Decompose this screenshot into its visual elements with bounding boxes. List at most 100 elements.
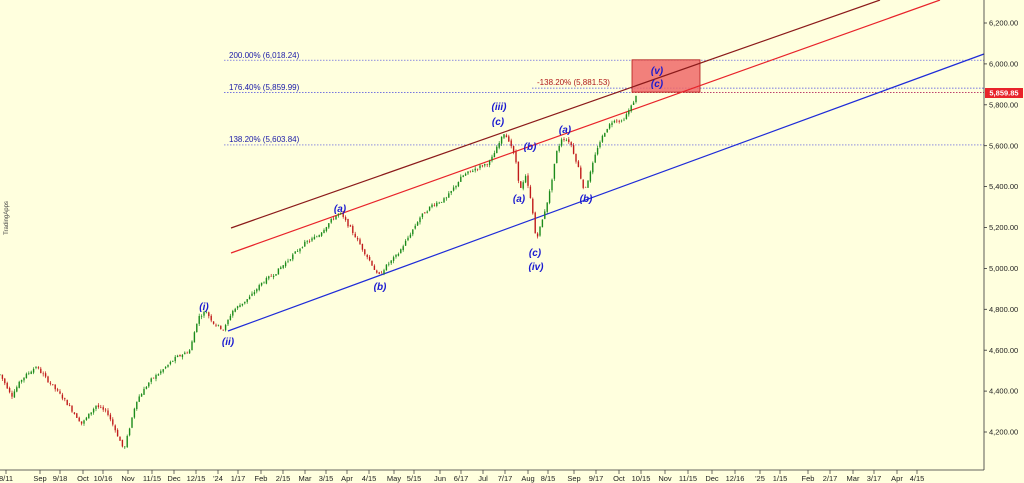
candle-body bbox=[616, 120, 618, 122]
x-tick-label: Mar bbox=[847, 474, 860, 483]
candle-body bbox=[311, 238, 313, 241]
x-tick-label: 5/15 bbox=[407, 474, 422, 483]
candle-body bbox=[445, 197, 448, 199]
x-tick-label: '24 bbox=[213, 474, 223, 483]
candle-body bbox=[572, 145, 575, 154]
candle-body bbox=[28, 373, 30, 374]
candle-body bbox=[265, 277, 268, 284]
candle-body bbox=[100, 407, 102, 408]
candle-body bbox=[524, 176, 527, 183]
candle-body bbox=[548, 191, 551, 203]
candle-body bbox=[287, 260, 289, 262]
candle-body bbox=[601, 135, 604, 142]
candle-body bbox=[431, 204, 433, 208]
candle-body bbox=[467, 171, 469, 174]
candle-body bbox=[512, 146, 515, 153]
candle-body bbox=[584, 186, 587, 188]
candle-body bbox=[258, 285, 260, 290]
candle-body bbox=[390, 260, 392, 264]
candle-body bbox=[613, 120, 616, 123]
candle-body bbox=[95, 405, 97, 409]
candle-body bbox=[340, 213, 342, 214]
x-tick-label: Aug bbox=[521, 474, 534, 483]
wave-label: (b) bbox=[374, 282, 387, 293]
fib-lines-group bbox=[224, 59, 984, 146]
channel-line-middle bbox=[230, 0, 941, 254]
candle-body bbox=[248, 296, 251, 300]
candle-body bbox=[508, 136, 510, 142]
candle-body bbox=[400, 249, 402, 254]
candle-body bbox=[491, 156, 493, 161]
candle-body bbox=[313, 236, 316, 240]
candle-body bbox=[47, 376, 49, 383]
candle-body bbox=[172, 360, 174, 362]
candle-body bbox=[76, 413, 78, 418]
candle-body bbox=[474, 168, 476, 171]
candle-body bbox=[388, 263, 390, 265]
wave-label: (i) bbox=[199, 302, 209, 313]
current-price-box bbox=[985, 88, 1023, 98]
candle-body bbox=[301, 247, 304, 248]
candle-body bbox=[488, 161, 491, 165]
candle-body bbox=[608, 124, 611, 129]
candle-body bbox=[306, 241, 308, 243]
candle-body bbox=[222, 329, 224, 331]
candle-body bbox=[450, 190, 452, 193]
candle-body bbox=[628, 110, 630, 115]
candle-body bbox=[49, 382, 52, 384]
candle-body bbox=[395, 254, 397, 257]
candle-body bbox=[160, 371, 162, 374]
candle-body bbox=[299, 248, 301, 252]
target-zone-group bbox=[631, 59, 701, 93]
candle-body bbox=[323, 230, 325, 233]
candle-body bbox=[133, 408, 136, 418]
x-tick-label: 3/15 bbox=[319, 474, 334, 483]
x-tick-label: Apr bbox=[341, 474, 353, 483]
candle-body bbox=[114, 425, 116, 431]
candle-body bbox=[109, 414, 112, 420]
candle-body bbox=[1, 374, 4, 379]
candle-body bbox=[289, 259, 292, 261]
candle-body bbox=[164, 366, 167, 369]
candle-body bbox=[256, 289, 258, 292]
candle-body bbox=[594, 154, 596, 163]
candle-body bbox=[565, 140, 568, 141]
candle-body bbox=[632, 102, 635, 105]
candle-body bbox=[592, 162, 594, 173]
candle-body bbox=[148, 382, 150, 387]
candle-body bbox=[580, 167, 582, 179]
candle-body bbox=[191, 341, 193, 351]
y-tick-label: 5,000.00 bbox=[989, 264, 1018, 273]
candle-body bbox=[244, 301, 246, 304]
candle-body bbox=[102, 407, 104, 410]
y-tick-label: 4,800.00 bbox=[989, 305, 1018, 314]
candle-body bbox=[37, 367, 40, 369]
y-tick-label: 5,400.00 bbox=[989, 182, 1018, 191]
candle-body bbox=[119, 436, 121, 441]
candle-body bbox=[481, 165, 484, 167]
candle-body bbox=[174, 356, 176, 362]
y-tick-label: 5,800.00 bbox=[989, 100, 1018, 109]
x-tick-label: 8/11 bbox=[0, 474, 13, 483]
wave-label: (a) bbox=[559, 125, 572, 136]
candle-body bbox=[11, 392, 13, 397]
candle-body bbox=[251, 293, 253, 296]
x-tick-label: 1/15 bbox=[773, 474, 788, 483]
candle-body bbox=[318, 235, 320, 237]
candle-body bbox=[361, 243, 364, 250]
candle-body bbox=[126, 435, 128, 448]
candle-body bbox=[71, 405, 73, 412]
candle-body bbox=[553, 163, 556, 179]
candle-body bbox=[344, 217, 347, 220]
candle-body bbox=[484, 163, 486, 166]
candle-body bbox=[121, 439, 124, 447]
candle-body bbox=[503, 134, 505, 138]
candle-body bbox=[354, 233, 356, 238]
candle-body bbox=[625, 114, 628, 120]
x-tick-label: Oct bbox=[613, 474, 626, 483]
candle-body bbox=[332, 218, 335, 220]
x-tick-label: 7/17 bbox=[498, 474, 513, 483]
candle-body bbox=[296, 251, 299, 252]
candle-body bbox=[138, 396, 140, 402]
